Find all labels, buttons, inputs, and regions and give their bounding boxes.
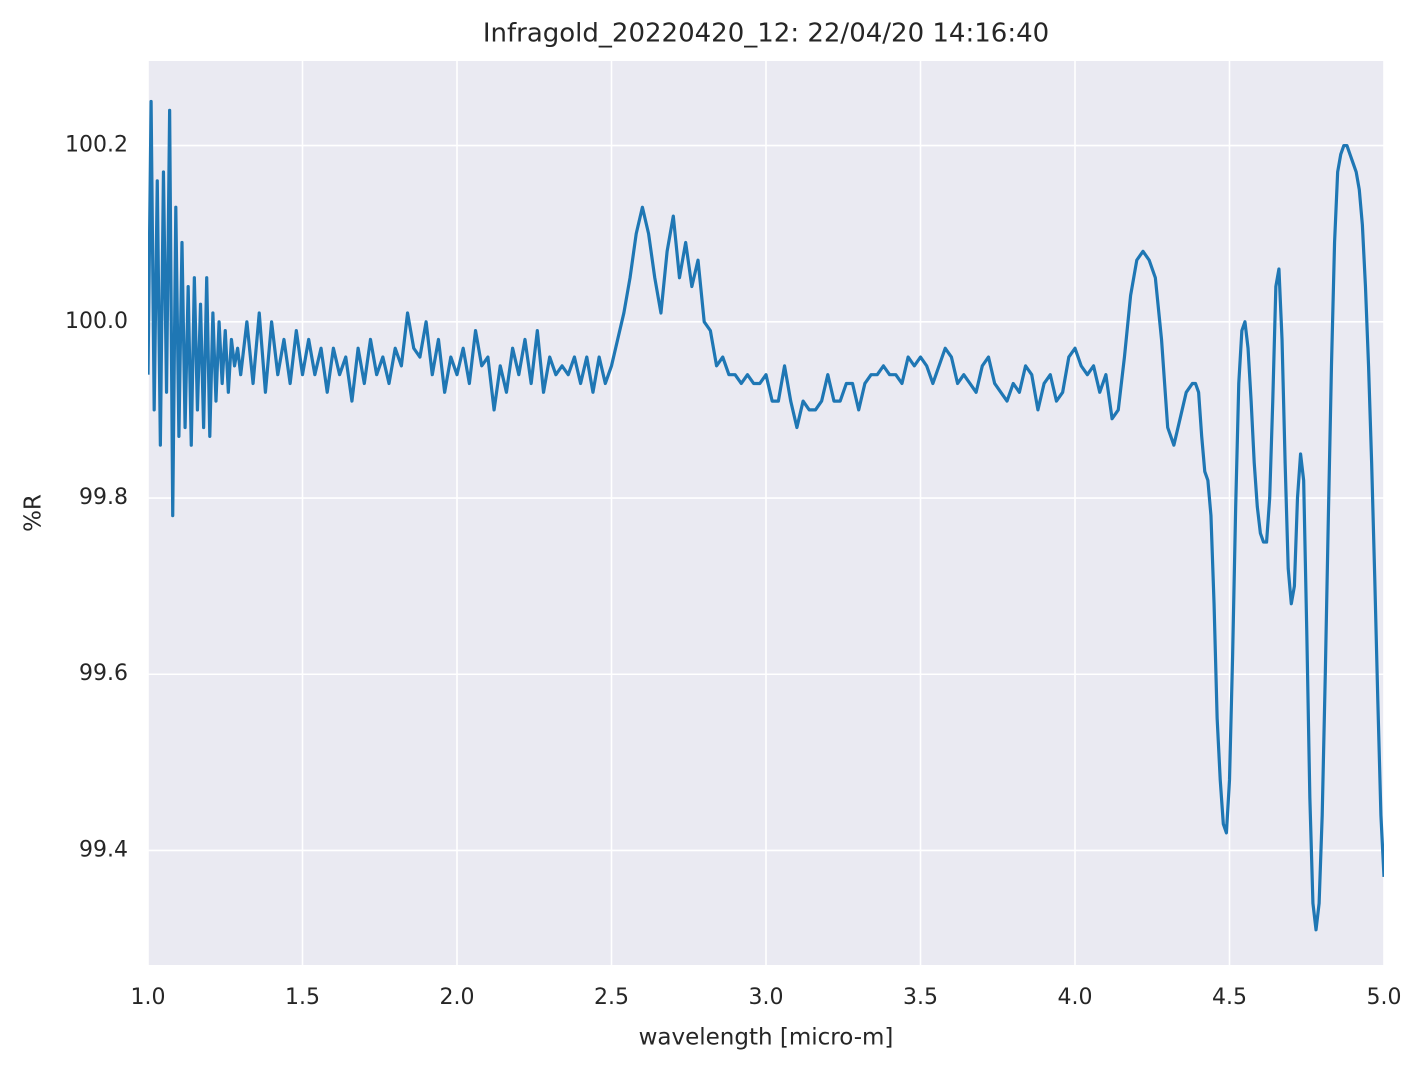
x-tick-label: 4.0 <box>1058 985 1093 1010</box>
y-tick-label: 100.2 <box>65 133 128 158</box>
x-tick-label: 4.5 <box>1212 985 1247 1010</box>
x-tick-label: 2.5 <box>594 985 629 1010</box>
x-tick-label: 5.0 <box>1367 985 1402 1010</box>
y-tick-label: 99.8 <box>79 485 128 510</box>
x-axis-label: wavelength [micro-m] <box>639 1025 894 1051</box>
y-axis-label: %R <box>21 494 47 532</box>
x-tick-label: 1.5 <box>285 985 320 1010</box>
y-tick-label: 100.0 <box>65 309 128 334</box>
x-tick-label: 3.5 <box>903 985 938 1010</box>
x-tick-label: 3.0 <box>749 985 784 1010</box>
x-tick-label: 2.0 <box>440 985 475 1010</box>
y-tick-label: 99.4 <box>79 837 128 862</box>
y-tick-label: 99.6 <box>79 661 128 686</box>
chart-title: Infragold_20220420_12: 22/04/20 14:16:40 <box>483 19 1049 49</box>
data-line <box>148 99 1384 932</box>
x-tick-label: 1.0 <box>131 985 166 1010</box>
